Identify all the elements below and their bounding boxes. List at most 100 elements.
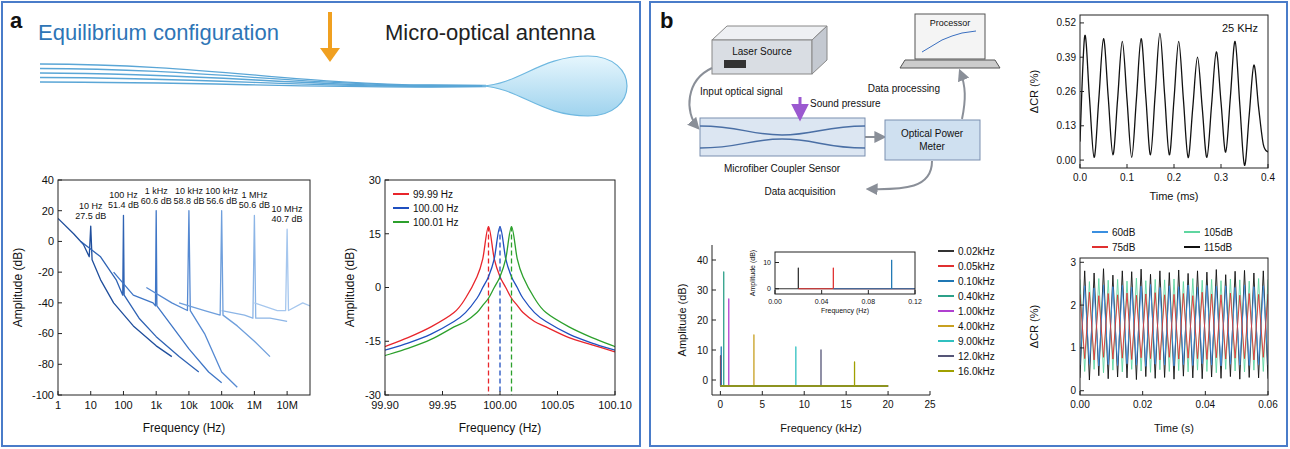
x-tick: [254, 391, 255, 395]
y-tick-label: 3: [1070, 257, 1076, 268]
y-tick-label: 0.26: [1057, 86, 1077, 97]
annotation: 58.8 dB: [173, 196, 204, 206]
x-tick-label: 0.0: [1073, 172, 1087, 183]
y-tick: [1080, 390, 1084, 391]
x-tick: [557, 391, 558, 395]
annotation: 1 kHz: [145, 186, 169, 196]
y-tick: [385, 287, 389, 288]
data-arrow: [868, 161, 932, 189]
acquisition-label: Data acquisition: [764, 186, 835, 197]
x-tick-label: 15: [841, 399, 853, 410]
x-tick-label: 10M: [276, 399, 297, 411]
legend-swatch: [938, 265, 954, 267]
annotation: 10 MHz: [272, 204, 304, 214]
series-line: [720, 356, 888, 386]
legend-label: 1.00kHz: [958, 306, 995, 317]
y-tick: [58, 395, 62, 396]
input-label: Input optical signal: [700, 86, 783, 97]
legend-swatch: [938, 340, 954, 342]
legend-swatch: [938, 370, 954, 372]
x-tick: [1174, 164, 1175, 168]
x-tick-label: 1: [55, 399, 61, 411]
meter-box: [885, 120, 980, 160]
series-line: [720, 347, 888, 386]
x-tick: [90, 391, 91, 395]
y-tick-label: 40: [697, 255, 709, 266]
x-tick-label: 1k: [150, 399, 162, 411]
series-line: [798, 268, 915, 289]
series-line: [720, 362, 888, 386]
legend-swatch: [938, 325, 954, 327]
x-tick: [821, 290, 822, 294]
series-line: [1080, 278, 1268, 373]
x-tick: [930, 391, 931, 395]
y-axis-title: Amplitude (dB): [749, 250, 757, 296]
x-tick: [156, 391, 157, 395]
plot-frame: [1080, 258, 1268, 395]
y-axis-title: ΔCR (%): [1028, 70, 1040, 113]
plot-frame: [385, 180, 615, 395]
y-axis-title: ΔCR (%): [1028, 305, 1040, 348]
series-line: [81, 215, 199, 372]
x-axis-title: Time (s): [1154, 422, 1194, 434]
x-tick: [775, 290, 776, 294]
signal-arrow: [865, 136, 884, 138]
legend-swatch: [1184, 231, 1200, 233]
plot-data: [1080, 269, 1268, 380]
chart-title: 25 KHz: [1222, 22, 1258, 34]
y-tick: [712, 320, 716, 321]
y-tick: [58, 180, 62, 181]
annotation: 10 Hz: [79, 201, 103, 211]
x-tick: [1205, 391, 1206, 395]
y-tick-label: -40: [38, 297, 54, 309]
series-line: [720, 347, 888, 386]
y-tick-label: 0: [375, 281, 381, 293]
legend-swatch: [938, 310, 954, 312]
x-tick-label: 0.00: [768, 298, 782, 305]
x-tick-label: 100: [114, 399, 132, 411]
x-tick-label: 0.00: [1070, 399, 1090, 410]
legend-label: 105dB: [1204, 227, 1233, 238]
micro-antenna: [482, 56, 627, 116]
plot-data: [385, 227, 615, 395]
y-tick: [775, 288, 779, 289]
series-line: [222, 215, 287, 321]
x-tick-label: 1M: [247, 399, 262, 411]
x-tick: [888, 391, 889, 395]
x-tick: [123, 391, 124, 395]
chart: 0510152025010203040Frequency (kHz)Amplit…: [676, 245, 995, 434]
x-tick: [385, 391, 386, 395]
x-axis-title: Frequency (kHz): [780, 422, 861, 434]
y-tick: [58, 302, 62, 303]
y-tick-label: 10: [763, 259, 771, 266]
meter-label: Optical Power: [901, 128, 964, 139]
y-tick-label: -30: [365, 389, 381, 401]
legend-label: 9.00kHz: [958, 336, 995, 347]
laptop-base: [900, 60, 1000, 68]
series-line: [1080, 292, 1268, 360]
y-tick-label: 20: [42, 205, 54, 217]
series-line: [1080, 269, 1268, 380]
plot-data: [1080, 33, 1268, 165]
panel-letter: b: [660, 8, 673, 33]
y-tick-label: 2: [1070, 300, 1076, 311]
series-line: [1080, 285, 1268, 367]
laptop-screen: [915, 14, 985, 59]
x-tick-label: 0.04: [815, 298, 829, 305]
y-tick-label: 0.00: [1057, 155, 1077, 166]
annotation: 1 MHz: [241, 190, 268, 200]
annotation: 27.5 dB: [75, 211, 106, 221]
y-tick: [712, 260, 716, 261]
legend-label: 4.00kHz: [958, 321, 995, 332]
x-tick-label: 0: [718, 399, 724, 410]
y-tick: [1080, 22, 1084, 23]
legend-swatch: [1092, 246, 1108, 248]
panel-border: [650, 2, 1287, 446]
y-tick: [1080, 305, 1084, 306]
sensor-box: [700, 118, 865, 156]
x-tick-label: 0.1: [1120, 172, 1134, 183]
y-tick-label: 0: [48, 235, 54, 247]
y-tick: [1080, 347, 1084, 348]
laser-label: Laser Source: [732, 46, 792, 57]
legend-label: 12.0kHz: [958, 351, 995, 362]
